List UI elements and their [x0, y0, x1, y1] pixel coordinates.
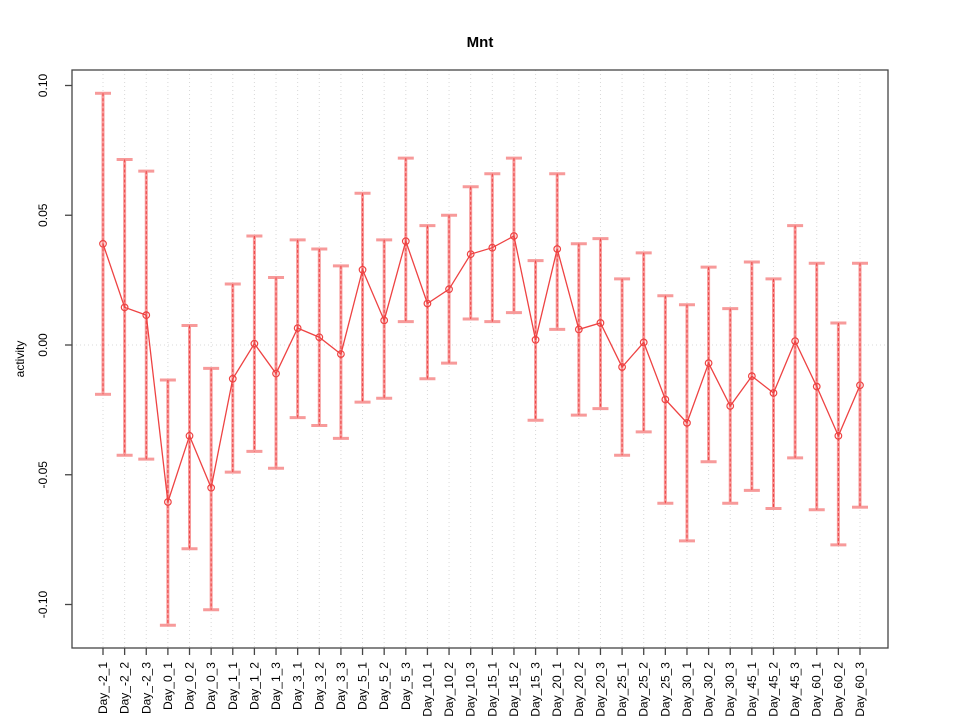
x-tick-label: Day_-2_1 [96, 662, 110, 714]
data-point [401, 237, 410, 246]
x-tick-label: Day_3_2 [312, 662, 326, 710]
data-point [358, 265, 367, 274]
x-tick-label: Day_25_2 [637, 662, 651, 717]
data-point [574, 325, 583, 334]
data-point [380, 316, 389, 325]
data-point [142, 311, 151, 320]
data-point [423, 299, 432, 308]
x-tick-label: Day_3_1 [291, 662, 305, 710]
x-tick-label: Day_60_1 [810, 662, 824, 717]
data-point [726, 402, 735, 410]
data-point [120, 303, 129, 312]
x-tick-label: Day_-2_3 [139, 662, 153, 714]
error-bar [462, 185, 479, 321]
x-tick-label: Day_0_1 [161, 662, 175, 710]
data-point [747, 372, 756, 381]
error-bar-series [95, 91, 868, 627]
x-tick-label: Day_60_2 [831, 662, 845, 717]
x-tick-label: Day_1_1 [226, 662, 240, 710]
x-tick-label: Day_25_3 [658, 662, 672, 717]
data-point [834, 431, 843, 440]
x-tick-label: Day_45_1 [745, 662, 759, 717]
data-point [791, 337, 800, 346]
data-point [293, 324, 302, 333]
data-point [596, 319, 605, 327]
data-point [185, 431, 194, 440]
x-tick-label: Day_5_3 [399, 662, 413, 710]
x-tick-label: Day_0_3 [204, 662, 218, 710]
x-tick-label: Day_10_2 [442, 662, 456, 717]
x-tick-label: Day_45_3 [788, 662, 802, 717]
data-point [99, 239, 107, 248]
x-tick-label: Day_30_2 [702, 662, 716, 717]
x-tick-label: Day_-2_2 [118, 662, 132, 714]
x-tick-label: Day_1_2 [247, 662, 261, 710]
y-tick-label: 0.05 [36, 203, 50, 227]
error-bar [527, 259, 544, 422]
data-point [337, 350, 345, 358]
grid-layer [72, 70, 888, 648]
chart-title: Mnt [467, 34, 494, 51]
x-tick-label: Day_60_3 [853, 662, 867, 717]
data-point [553, 245, 562, 253]
data-point [639, 338, 648, 347]
data-point [207, 483, 216, 492]
data-point [531, 335, 540, 344]
axis-layer: 0.10 0.05 0.00 -0.05 -0.10 Day_-2_1 Day_-2_2 Da… [36, 69, 889, 717]
data-point [315, 333, 324, 342]
data-point [488, 243, 497, 252]
x-tick-label: Day_45_2 [766, 662, 780, 717]
data-point [769, 389, 778, 397]
data-point [228, 374, 237, 383]
data-point [661, 395, 670, 404]
data-point [272, 369, 280, 378]
x-tick-label: Day_5_2 [377, 662, 391, 710]
x-tick-label: Day_25_1 [615, 662, 629, 717]
error-bar [159, 378, 176, 627]
y-tick-label: -0.05 [36, 461, 50, 489]
x-tick-label: Day_30_1 [680, 662, 694, 717]
x-tick-label: Day_5_1 [356, 662, 370, 710]
x-tick-label: Day_20_2 [572, 662, 586, 717]
data-point [510, 232, 518, 240]
error-bar [830, 321, 847, 547]
y-axis-title: activity [13, 341, 27, 378]
series-line [102, 235, 861, 503]
data-point [466, 250, 475, 259]
plot-border [71, 69, 889, 649]
x-tick-label: Day_20_1 [550, 662, 564, 717]
data-point [683, 418, 691, 427]
data-point [445, 285, 453, 294]
x-tick-label: Day_30_3 [723, 662, 737, 717]
error-bar [354, 191, 371, 404]
data-point [812, 382, 821, 391]
y-tick-label: 0.10 [36, 73, 50, 97]
x-tick-label: Day_15_2 [507, 662, 521, 717]
x-tick-label: Day_15_3 [529, 662, 543, 717]
data-point [704, 359, 713, 368]
x-tick-label: Day_20_3 [593, 662, 607, 717]
data-point [856, 381, 864, 390]
x-tick-label: Day_1_3 [269, 662, 283, 710]
x-tick-label: Day_0_2 [183, 662, 197, 710]
x-tick-label: Day_15_1 [485, 662, 499, 717]
x-tick-label: Day_3_3 [334, 662, 348, 710]
x-tick-label: Day_10_3 [464, 662, 478, 717]
y-tick-label: -0.10 [36, 591, 50, 619]
data-point [618, 363, 626, 371]
y-tick-label: 0.00 [36, 333, 50, 357]
data-point [250, 339, 259, 348]
x-tick-label: Day_10_1 [420, 662, 434, 717]
data-point [163, 498, 172, 506]
